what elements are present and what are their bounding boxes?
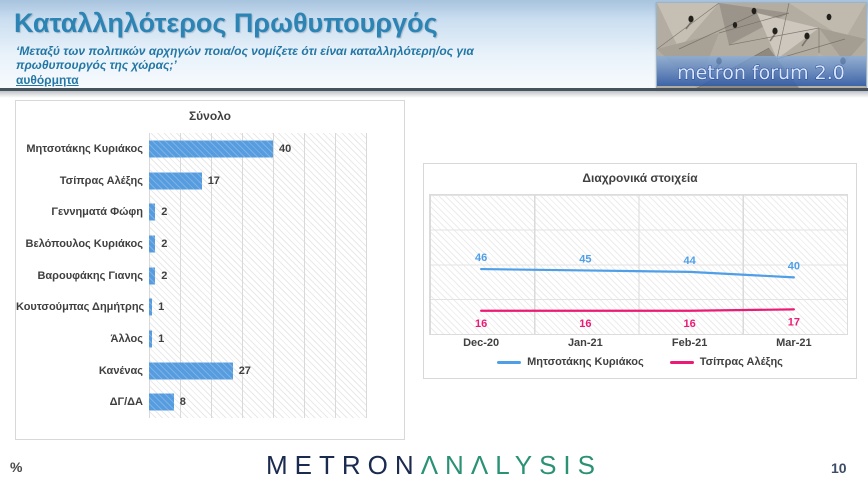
brand-metron: METRON [266,450,421,480]
header-divider [0,88,868,91]
bar-value-label: 27 [238,364,251,377]
bar [149,203,156,221]
bar [149,172,202,189]
page-note: αυθόρμητα [16,73,79,87]
bar-value-label: 2 [161,206,168,219]
legend-label: Τσίπρας Αλέξης [699,356,783,368]
bar-category-label: Άλλος [110,332,143,345]
metron-analysis-logo: METRONΛNΛLYSIS [266,450,602,481]
bar-category-label: Γεννηματά Φώφη [51,206,143,219]
line-chart-series: 46 45 44 40 16 16 16 17 [475,252,800,330]
bar-row: ΔΓ/ΔΑ 8 [16,386,388,418]
page-number: 10 [831,460,847,476]
line-chart-legend: Μητσοτάκης Κυριάκος Τσίπρας Αλέξης [424,356,856,368]
bar-row: Βαρουφάκης Γιανης 2 [16,260,388,292]
logo-mosaic-image: metron forum 2.0 [657,3,866,88]
bar-track: 2 [149,196,366,228]
bar-chart-panel: Σύνολο Μητσοτάκης Κυριάκος 40 Τσίπρας Αλέξ… [15,100,405,440]
page-title: Καταλληλότερος Πρωθυπουργός [14,8,438,38]
bar-track: 8 [149,386,366,418]
page-subtitle: ‘Μεταξύ των πολιτικών αρχηγών ποια/ος νο… [16,44,474,72]
data-point-label: 40 [788,260,800,272]
bar-value-label: 2 [161,269,168,282]
legend-line-swatch [669,360,694,364]
data-point-label: 44 [684,255,697,267]
bar-row: Κανένας 27 [16,355,388,387]
line-chart-panel: Διαχρονικά στοιχεία 46 45 44 40 16 16 16 17 Dec… [423,163,857,379]
bar-track: 1 [149,323,366,355]
brand-analysis: ΛNΛLYSIS [420,450,602,480]
bar [149,362,233,380]
bar-track: 2 [149,228,366,260]
bar-category-label: Κανένας [98,364,143,377]
data-point-label: 16 [684,318,696,330]
line-chart-x-axis: Dec-20 Jan-21 Feb-21 Mar-21 [429,337,846,349]
bar-track: 1 [149,291,366,323]
bar-chart-rows: Μητσοτάκης Κυριάκος 40 Τσίπρας Αλέξης 17 Γεν… [16,133,388,418]
bar [149,235,156,253]
legend-item: Τσίπρας Αλέξης [669,356,783,368]
bar-value-label: 40 [279,142,292,155]
bar-value-label: 17 [207,174,220,187]
bar-row: Τσίπρας Αλέξης 17 [16,165,388,197]
data-point-label: 17 [788,316,800,328]
bar-row: Γεννηματά Φώφη 2 [16,196,388,228]
line-chart-title: Διαχρονικά στοιχεία [582,171,698,185]
bar-category-label: Τσίπρας Αλέξης [59,174,143,187]
bar-value-label: 1 [158,301,165,314]
bar [149,393,174,411]
data-point-label: 16 [475,318,487,330]
bar-category-label: Κουτσούμπας Δημήτρης [16,301,145,314]
bar-row: Άλλος 1 [16,323,388,355]
bar-category-label: Βαρουφάκης Γιανης [37,269,143,282]
percent-unit-label: % [10,459,23,475]
bar-value-label: 2 [161,237,168,250]
header-divider-shadow [0,91,868,98]
bar-chart-title: Σύνολο [188,109,232,123]
x-axis-tick-label: Feb-21 [671,337,708,349]
bar [149,140,273,158]
x-axis-tick-label: Mar-21 [776,337,812,349]
x-axis-tick-label: Dec-20 [463,337,500,349]
bar-value-label: 8 [179,396,186,409]
bar-track: 2 [149,260,366,292]
bar-track: 27 [149,355,366,387]
bar [149,267,156,285]
data-point-label: 45 [579,253,591,265]
series-line [480,308,795,312]
bar-value-label: 1 [158,332,165,345]
logo-text: metron forum 2.0 [677,62,845,84]
bar [149,298,153,316]
series-line [480,267,795,279]
bar-category-label: Βελόπουλος Κυριάκος [25,237,143,250]
legend-item: Μητσοτάκης Κυριάκος [497,356,644,368]
bar-track: 17 [149,165,366,197]
bar [149,330,153,348]
bar-row: Μητσοτάκης Κυριάκος 40 [16,133,388,165]
x-axis-tick-label: Jan-21 [567,337,603,349]
data-point-label: 46 [475,252,487,264]
metron-forum-logo: metron forum 2.0 [656,2,867,89]
bar-category-label: Μητσοτάκης Κυριάκος [26,142,143,155]
legend-label: Μητσοτάκης Κυριάκος [527,356,644,368]
legend-line-swatch [497,360,522,364]
header: Καταλληλότερος Πρωθυπουργός ‘Μεταξύ των … [0,0,868,89]
bar-row: Βελόπουλος Κυριάκος 2 [16,228,388,260]
bar-track: 40 [149,133,366,165]
bar-row: Κουτσούμπας Δημήτρης 1 [16,291,388,323]
data-point-label: 16 [579,318,591,330]
bar-category-label: ΔΓ/ΔΑ [109,396,143,409]
